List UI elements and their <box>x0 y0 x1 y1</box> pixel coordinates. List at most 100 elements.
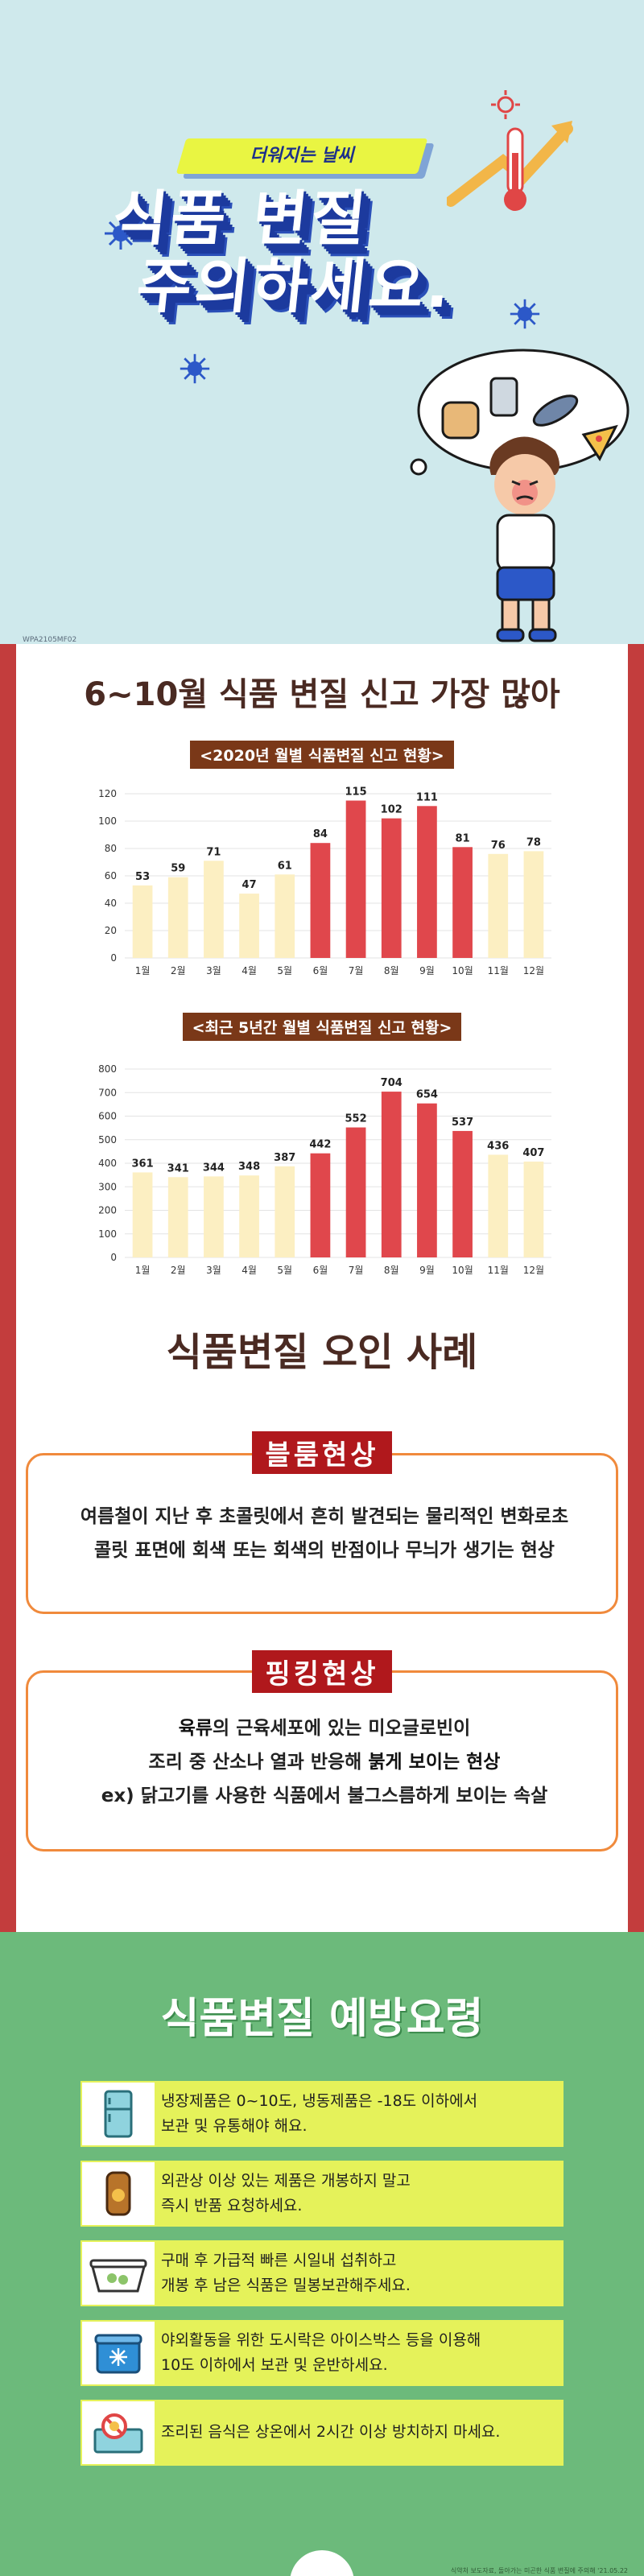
bar <box>275 1166 295 1257</box>
data-label: 59 <box>171 863 185 875</box>
x-tick-label: 11월 <box>488 1265 509 1276</box>
x-tick-label: 2월 <box>171 965 186 976</box>
hero-title: 식품 변질 주의하세요. <box>109 184 457 321</box>
data-label: 81 <box>456 832 470 844</box>
y-tick-label: 100 <box>98 815 117 827</box>
x-tick-label: 8월 <box>384 965 399 976</box>
y-tick-label: 300 <box>98 1181 117 1192</box>
x-tick-label: 6월 <box>313 965 328 976</box>
bar <box>417 806 437 958</box>
data-label: 76 <box>491 840 506 852</box>
bar <box>275 874 295 958</box>
chart2-header: <최근 5년간 월별 식품변질 신고 현황> <box>0 1013 644 1041</box>
data-label: 552 <box>345 1113 367 1125</box>
data-label: 341 <box>167 1162 189 1174</box>
case-tag-pinking: 핑킹현상 <box>0 1650 644 1693</box>
source-note: 식약처 보도자료, 돌아가는 미곤한 식품 변질에 주의해 '21.05.22 <box>450 2567 628 2574</box>
bar <box>204 1176 224 1257</box>
bar <box>381 818 402 958</box>
x-tick-label: 3월 <box>206 965 221 976</box>
thermometer-arrow-icon <box>447 121 573 211</box>
chart1-header: <2020년 월별 식품변질 신고 현황> <box>0 741 644 769</box>
y-tick-label: 40 <box>105 898 117 909</box>
fridge-icon <box>82 2083 155 2145</box>
x-tick-label: 4월 <box>242 1265 257 1276</box>
x-tick-label: 3월 <box>206 1265 221 1276</box>
hero-ribbon: 더워지는 날씨 <box>175 138 428 174</box>
y-tick-label: 20 <box>105 925 117 936</box>
data-label: 436 <box>487 1140 509 1152</box>
data-label: 111 <box>416 791 438 803</box>
x-tick-label: 7월 <box>349 965 364 976</box>
section-title-stats: 6~10월 식품 변질 신고 가장 많아 <box>84 676 560 713</box>
bar <box>523 851 544 958</box>
y-tick-label: 100 <box>98 1228 117 1240</box>
data-label: 53 <box>135 871 150 883</box>
sun-icon <box>491 90 520 119</box>
y-tick-label: 80 <box>105 843 117 854</box>
tip-item: 외관상 이상 있는 제품은 개봉하지 말고 즉시 반품 요청하세요. <box>80 2161 564 2227</box>
data-label: 407 <box>522 1147 544 1159</box>
x-tick-label: 6월 <box>313 1265 328 1276</box>
case-tag-bloom: 블룸현상 <box>0 1431 644 1474</box>
case-box-pinking: 육류의 근육세포에 있는 미오글로빈이 조리 중 산소나 열과 반응해 붉게 보… <box>26 1670 618 1852</box>
bar <box>167 1177 188 1257</box>
section-title-misconceptions: 식품변질 오인 사례 <box>166 1330 478 1375</box>
x-tick-label: 7월 <box>349 1265 364 1276</box>
bar <box>381 1092 402 1257</box>
x-tick-label: 9월 <box>419 965 435 976</box>
data-label: 102 <box>381 804 402 816</box>
tip-item: 야외활동을 위한 도시락은 아이스박스 등을 이용해 10도 이하에서 보관 및… <box>80 2320 564 2386</box>
x-tick-label: 2월 <box>171 1265 186 1276</box>
sick-boy-illustration <box>489 436 559 642</box>
bar <box>132 885 153 958</box>
data-label: 654 <box>416 1089 438 1101</box>
x-tick-label: 12월 <box>523 1265 544 1276</box>
data-label: 361 <box>132 1158 154 1170</box>
case-bloom-text: 여름철이 지난 후 초콜릿에서 흔히 발견되는 물리적인 변화로초 콜릿 표면에… <box>80 1506 569 1561</box>
x-tick-label: 5월 <box>277 1265 292 1276</box>
data-label: 71 <box>206 846 221 858</box>
x-tick-label: 5월 <box>277 965 292 976</box>
container-icon <box>82 2242 155 2305</box>
tip-item: 조리된 음식은 상온에서 2시간 이상 방치하지 마세요. <box>80 2400 564 2466</box>
bar <box>345 800 366 958</box>
virus-icon <box>105 217 137 250</box>
data-label: 115 <box>345 786 367 799</box>
virus-icon <box>180 353 210 384</box>
case-box-bloom: 여름철이 지난 후 초콜릿에서 흔히 발견되는 물리적인 변화로초 콜릿 표면에… <box>26 1453 618 1614</box>
virus-icon <box>510 299 540 329</box>
document-code: WPA2105MF02 <box>23 636 77 644</box>
data-label: 344 <box>203 1162 225 1174</box>
icebox-icon <box>82 2322 155 2384</box>
data-label: 61 <box>278 860 292 872</box>
thought-bubble-foods-illustration <box>410 349 630 476</box>
y-tick-label: 200 <box>98 1205 117 1216</box>
y-tick-label: 400 <box>98 1158 117 1169</box>
x-tick-label: 1월 <box>135 965 151 976</box>
data-label: 47 <box>242 879 257 891</box>
y-tick-label: 0 <box>110 952 117 964</box>
y-tick-label: 120 <box>98 788 117 799</box>
x-tick-label: 8월 <box>384 1265 399 1276</box>
no-sun-food-icon <box>82 2401 155 2464</box>
data-label: 387 <box>274 1152 295 1164</box>
bar <box>132 1172 153 1257</box>
bar <box>452 1130 473 1257</box>
x-tick-label: 9월 <box>419 1265 435 1276</box>
data-label: 537 <box>452 1117 473 1129</box>
bar <box>417 1103 437 1257</box>
bar <box>239 1175 259 1257</box>
data-label: 348 <box>238 1161 260 1173</box>
bar <box>488 853 509 958</box>
bar <box>488 1154 509 1257</box>
bar <box>310 1153 331 1257</box>
case-pinking-text: 육류의 근육세포에 있는 미오글로빈이 조리 중 산소나 열과 반응해 붉게 보… <box>101 1718 548 1806</box>
y-tick-label: 800 <box>98 1063 117 1075</box>
bar <box>204 861 224 958</box>
x-tick-label: 1월 <box>135 1265 151 1276</box>
data-label: 84 <box>313 828 328 840</box>
bar <box>310 843 331 958</box>
hero-banner: 더워지는 날씨 식품 변질 주의하세요. WPA2105MF02 <box>0 0 644 644</box>
chart-2020-monthly: 0 20 40 60 80 100 120 53 1월 59 2월 71 3월 47 4월 61 5월 84 6월 1… <box>98 786 551 976</box>
